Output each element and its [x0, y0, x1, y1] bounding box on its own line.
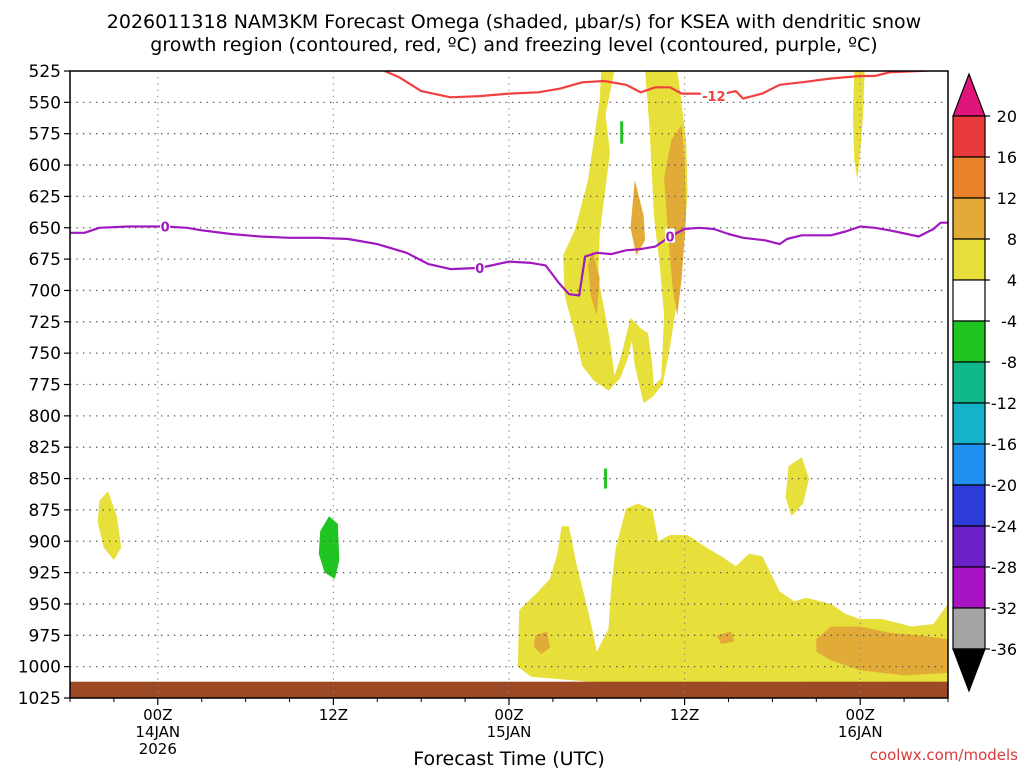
terrain-layer: [70, 681, 948, 698]
y-tick-label: 675: [29, 250, 61, 270]
colorbar-label: -24: [991, 517, 1017, 536]
colorbar-label: -8: [1001, 353, 1017, 372]
x-tick-time: 00Z: [846, 706, 875, 724]
contour-label-bg: [700, 88, 727, 103]
shade-omega-8-12-lower-right-band: [816, 626, 948, 676]
colorbar-label: -20: [991, 476, 1017, 495]
colorbar-bin: [952, 279, 986, 322]
contour-label: 0: [665, 231, 674, 246]
contour-label: 0: [161, 220, 170, 235]
colorbar-label: 12: [997, 189, 1017, 208]
y-tick-label: 1025: [18, 689, 61, 709]
y-tick-label: 800: [29, 407, 61, 427]
colorbar-top-arrow: [952, 72, 986, 117]
chart-title-line-2: growth region (contoured, red, ºC) and f…: [150, 34, 877, 56]
x-tick-date: 15JAN: [487, 723, 532, 741]
contour-label: 0: [475, 262, 484, 277]
colorbar-bin: [952, 197, 986, 240]
colorbar-bin: [952, 566, 986, 609]
shade-omega-4-8-upper-plume-a: [563, 71, 688, 404]
pressure-axis: 525 550 575 600 625 650 675 700 725 750 775 800 825 8…: [18, 62, 70, 709]
terrain-fill: [70, 681, 948, 698]
shade-omega-neg4-neg8-left: [318, 516, 340, 579]
colorbar-bin: [952, 484, 986, 527]
y-tick-label: 950: [29, 595, 61, 615]
shade-omega-4-8-low-right-blob: [785, 457, 809, 517]
y-tick-label: 750: [29, 344, 61, 364]
contour-layer: -12 0 0 0: [70, 71, 948, 297]
y-tick-label: 525: [29, 62, 61, 82]
x-tick-date: 16JAN: [838, 723, 883, 741]
x-tick-time: 12Z: [319, 706, 348, 724]
colorbar-bin: [952, 361, 986, 404]
x-tick-year: 2026: [139, 740, 177, 758]
y-tick-label: 625: [29, 187, 61, 207]
colorbar-bin: [952, 238, 986, 281]
contour-label-bg: [474, 259, 485, 274]
colorbar-label: -12: [991, 394, 1017, 413]
y-tick-label: 650: [29, 219, 61, 239]
colorbar-bin: [952, 115, 986, 158]
colorbar-bin: [952, 156, 986, 199]
shade-omega-8-12-upper-core: [664, 124, 687, 316]
shade-omega-8-12-upper-blob-b: [630, 180, 646, 256]
colorbar-bin: [952, 402, 986, 445]
y-tick-label: 575: [29, 125, 61, 145]
colorbar-label: -16: [991, 435, 1017, 454]
y-tick-label: 925: [29, 564, 61, 584]
colorbar-label: -32: [991, 599, 1017, 618]
x-tick-time: 12Z: [670, 706, 699, 724]
shade-omega-4-8-low-left-blob: [97, 491, 122, 561]
shade-omega-8-12-lower-blob-a: [533, 631, 550, 655]
y-tick-label: 600: [29, 156, 61, 176]
y-tick-label: 875: [29, 501, 61, 521]
contour-label-bg: [160, 218, 171, 233]
x-axis-label: Forecast Time (UTC): [413, 748, 604, 768]
y-tick-label: 550: [29, 93, 61, 113]
colorbar-label: -28: [991, 558, 1017, 577]
colorbar-bottom-arrow: [952, 648, 986, 693]
colorbar-label: 16: [997, 148, 1017, 167]
colorbar-bin: [952, 525, 986, 568]
colorbar-bin: [952, 607, 986, 650]
contour-label-bg: [664, 228, 675, 243]
chart-title-line-1: 2026011318 NAM3KM Forecast Omega (shaded…: [107, 11, 921, 33]
omega-colorbar: 20 16 12 8 4 -4 -8 -12 -16 -20 -24 -28 -32 -36: [952, 72, 1017, 693]
colorbar-label: -4: [1001, 312, 1017, 331]
shade-omega-8-12-upper-blob-a: [588, 250, 600, 316]
y-tick-label: 700: [29, 281, 61, 301]
y-tick-label: 850: [29, 470, 61, 490]
x-tick-time: 00Z: [143, 706, 172, 724]
shade-omega-4-8-upper-streak: [852, 71, 865, 181]
y-tick-label: 825: [29, 438, 61, 458]
omega-shading-layer: [97, 71, 948, 683]
y-tick-label: 1000: [18, 658, 61, 678]
y-tick-label: 900: [29, 532, 61, 552]
colorbar-label: 4: [1007, 271, 1017, 290]
colorbar-label: 20: [997, 107, 1017, 126]
shade-omega-neg4-neg8-streak-upper: [620, 121, 624, 144]
contour-label: -12: [702, 90, 726, 105]
contour-dendritic-growth -12C: [384, 71, 944, 100]
y-tick-label: 775: [29, 376, 61, 396]
colorbar-bin: [952, 320, 986, 363]
colorbar-bin: [952, 443, 986, 486]
y-tick-label: 975: [29, 626, 61, 646]
x-tick-time: 00Z: [494, 706, 523, 724]
colorbar-label: 8: [1007, 230, 1017, 249]
shade-omega-neg4-neg8-streak-lower: [604, 468, 607, 489]
colorbar-label: -36: [991, 640, 1017, 659]
y-tick-label: 725: [29, 313, 61, 333]
contour-freezing-level 0C: [70, 221, 948, 297]
x-tick-date: 14JAN: [135, 723, 180, 741]
source-credit[interactable]: coolwx.com/models: [870, 746, 1018, 764]
